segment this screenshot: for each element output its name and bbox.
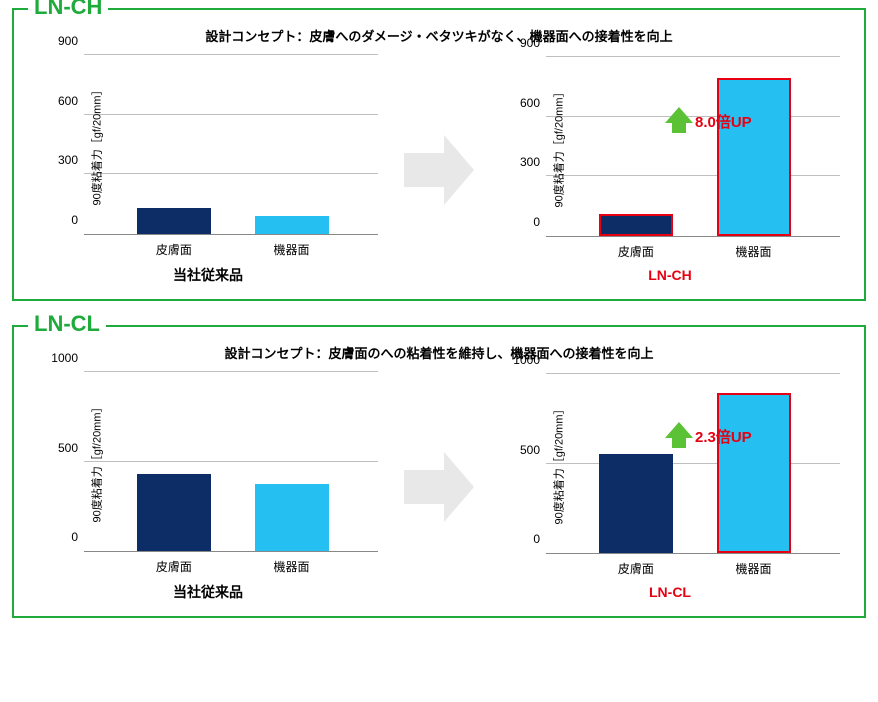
panel-ln-ch: LN-CH 設計コンセプト：皮膚へのダメージ・ベタツキがなく、機器面への接着性を向… (12, 8, 866, 301)
multiplier-badge: 8.0倍UP (695, 111, 752, 132)
gridline (546, 116, 840, 117)
ytick-label: 900 (46, 34, 78, 48)
design-concept-text: 設計コンセプト：皮膚面のへの粘着性を維持し、機器面への接着性を向上 (28, 343, 850, 362)
gridline (84, 173, 378, 174)
chart-row: 0500100090度粘着力［gf/20mm］皮膚面機器面当社従来品050010… (28, 372, 850, 602)
x-axis-label: 皮膚面 (129, 558, 219, 575)
x-axis-label: 皮膚面 (591, 243, 681, 260)
panel-title: LN-CH (28, 0, 108, 20)
panel-ln-cl: LN-CL設計コンセプト：皮膚面のへの粘着性を維持し、機器面への接着性を向上05… (12, 325, 866, 618)
gridline (84, 371, 378, 372)
y-axis-label: 90度粘着力［gf/20mm］ (89, 401, 105, 522)
ytick-label: 900 (508, 36, 540, 50)
x-axis-label: 機器面 (247, 558, 337, 575)
x-axis-label: 機器面 (709, 560, 799, 577)
ytick-label: 1000 (46, 351, 78, 365)
chart-plot-area: 0500100090度粘着力［gf/20mm］皮膚面機器面2.3倍UP (546, 374, 840, 554)
ytick-label: 500 (46, 441, 78, 455)
chart-right: 0500100090度粘着力［gf/20mm］皮膚面機器面2.3倍UP LN-CL (490, 374, 850, 600)
x-axis-label: 皮膚面 (591, 560, 681, 577)
chart-footer-label: 当社従来品 (28, 265, 388, 285)
x-axis-label: 機器面 (247, 241, 337, 258)
arrow-head (444, 452, 474, 522)
chart-left: 030060090090度粘着力［gf/20mm］皮膚面機器面当社従来品 (28, 55, 388, 285)
ytick-label: 0 (508, 532, 540, 546)
chart-right: 030060090090度粘着力［gf/20mm］皮膚面機器面8.0倍UP LN-… (490, 57, 850, 283)
panel-title: LN-CL (28, 311, 106, 337)
bar-skin (599, 454, 673, 553)
bar-skin (137, 208, 211, 234)
ytick-label: 500 (508, 443, 540, 457)
bar-skin (599, 214, 673, 236)
right-arrow-icon (404, 135, 474, 205)
chart-footer-label: LN-CL (490, 584, 850, 600)
chart-row: 030060090090度粘着力［gf/20mm］皮膚面機器面当社従来品0300… (28, 55, 850, 285)
bar-device (717, 393, 791, 553)
chart-plot-area: 030060090090度粘着力［gf/20mm］皮膚面機器面8.0倍UP (546, 57, 840, 237)
x-axis-label: 機器面 (709, 243, 799, 260)
multiplier-badge: 2.3倍UP (695, 426, 752, 447)
ytick-label: 600 (46, 94, 78, 108)
ytick-label: 600 (508, 96, 540, 110)
arrow-head (444, 135, 474, 205)
bar-device (255, 484, 329, 551)
ytick-label: 0 (46, 213, 78, 227)
chart-footer-label: 当社従来品 (28, 582, 388, 602)
ytick-label: 300 (46, 153, 78, 167)
x-axis-label: 皮膚面 (129, 241, 219, 258)
bar-device (255, 216, 329, 234)
y-axis-label: 90度粘着力［gf/20mm］ (551, 403, 567, 524)
ytick-label: 1000 (508, 353, 540, 367)
chart-plot-area: 0500100090度粘着力［gf/20mm］皮膚面機器面 (84, 372, 378, 552)
chart-plot-area: 030060090090度粘着力［gf/20mm］皮膚面機器面 (84, 55, 378, 235)
ytick-label: 0 (46, 530, 78, 544)
chart-left: 0500100090度粘着力［gf/20mm］皮膚面機器面当社従来品 (28, 372, 388, 602)
right-arrow-icon (404, 452, 474, 522)
gridline (84, 114, 378, 115)
arrow-shaft (404, 153, 446, 187)
bar-skin (137, 474, 211, 551)
up-arrow-icon (665, 107, 693, 123)
chart-footer-label: LN-CH (490, 267, 850, 283)
ytick-label: 0 (508, 215, 540, 229)
gridline (546, 175, 840, 176)
gridline (84, 54, 378, 55)
gridline (546, 56, 840, 57)
bar-device (717, 78, 791, 236)
gridline (84, 461, 378, 462)
ytick-label: 300 (508, 155, 540, 169)
arrow-shaft (404, 470, 446, 504)
up-arrow-icon (665, 422, 693, 438)
gridline (546, 373, 840, 374)
y-axis-label: 90度粘着力［gf/20mm］ (551, 86, 567, 207)
design-concept-text: 設計コンセプト：皮膚へのダメージ・ベタツキがなく、機器面への接着性を向上 (28, 26, 850, 45)
gridline (546, 463, 840, 464)
y-axis-label: 90度粘着力［gf/20mm］ (89, 84, 105, 205)
